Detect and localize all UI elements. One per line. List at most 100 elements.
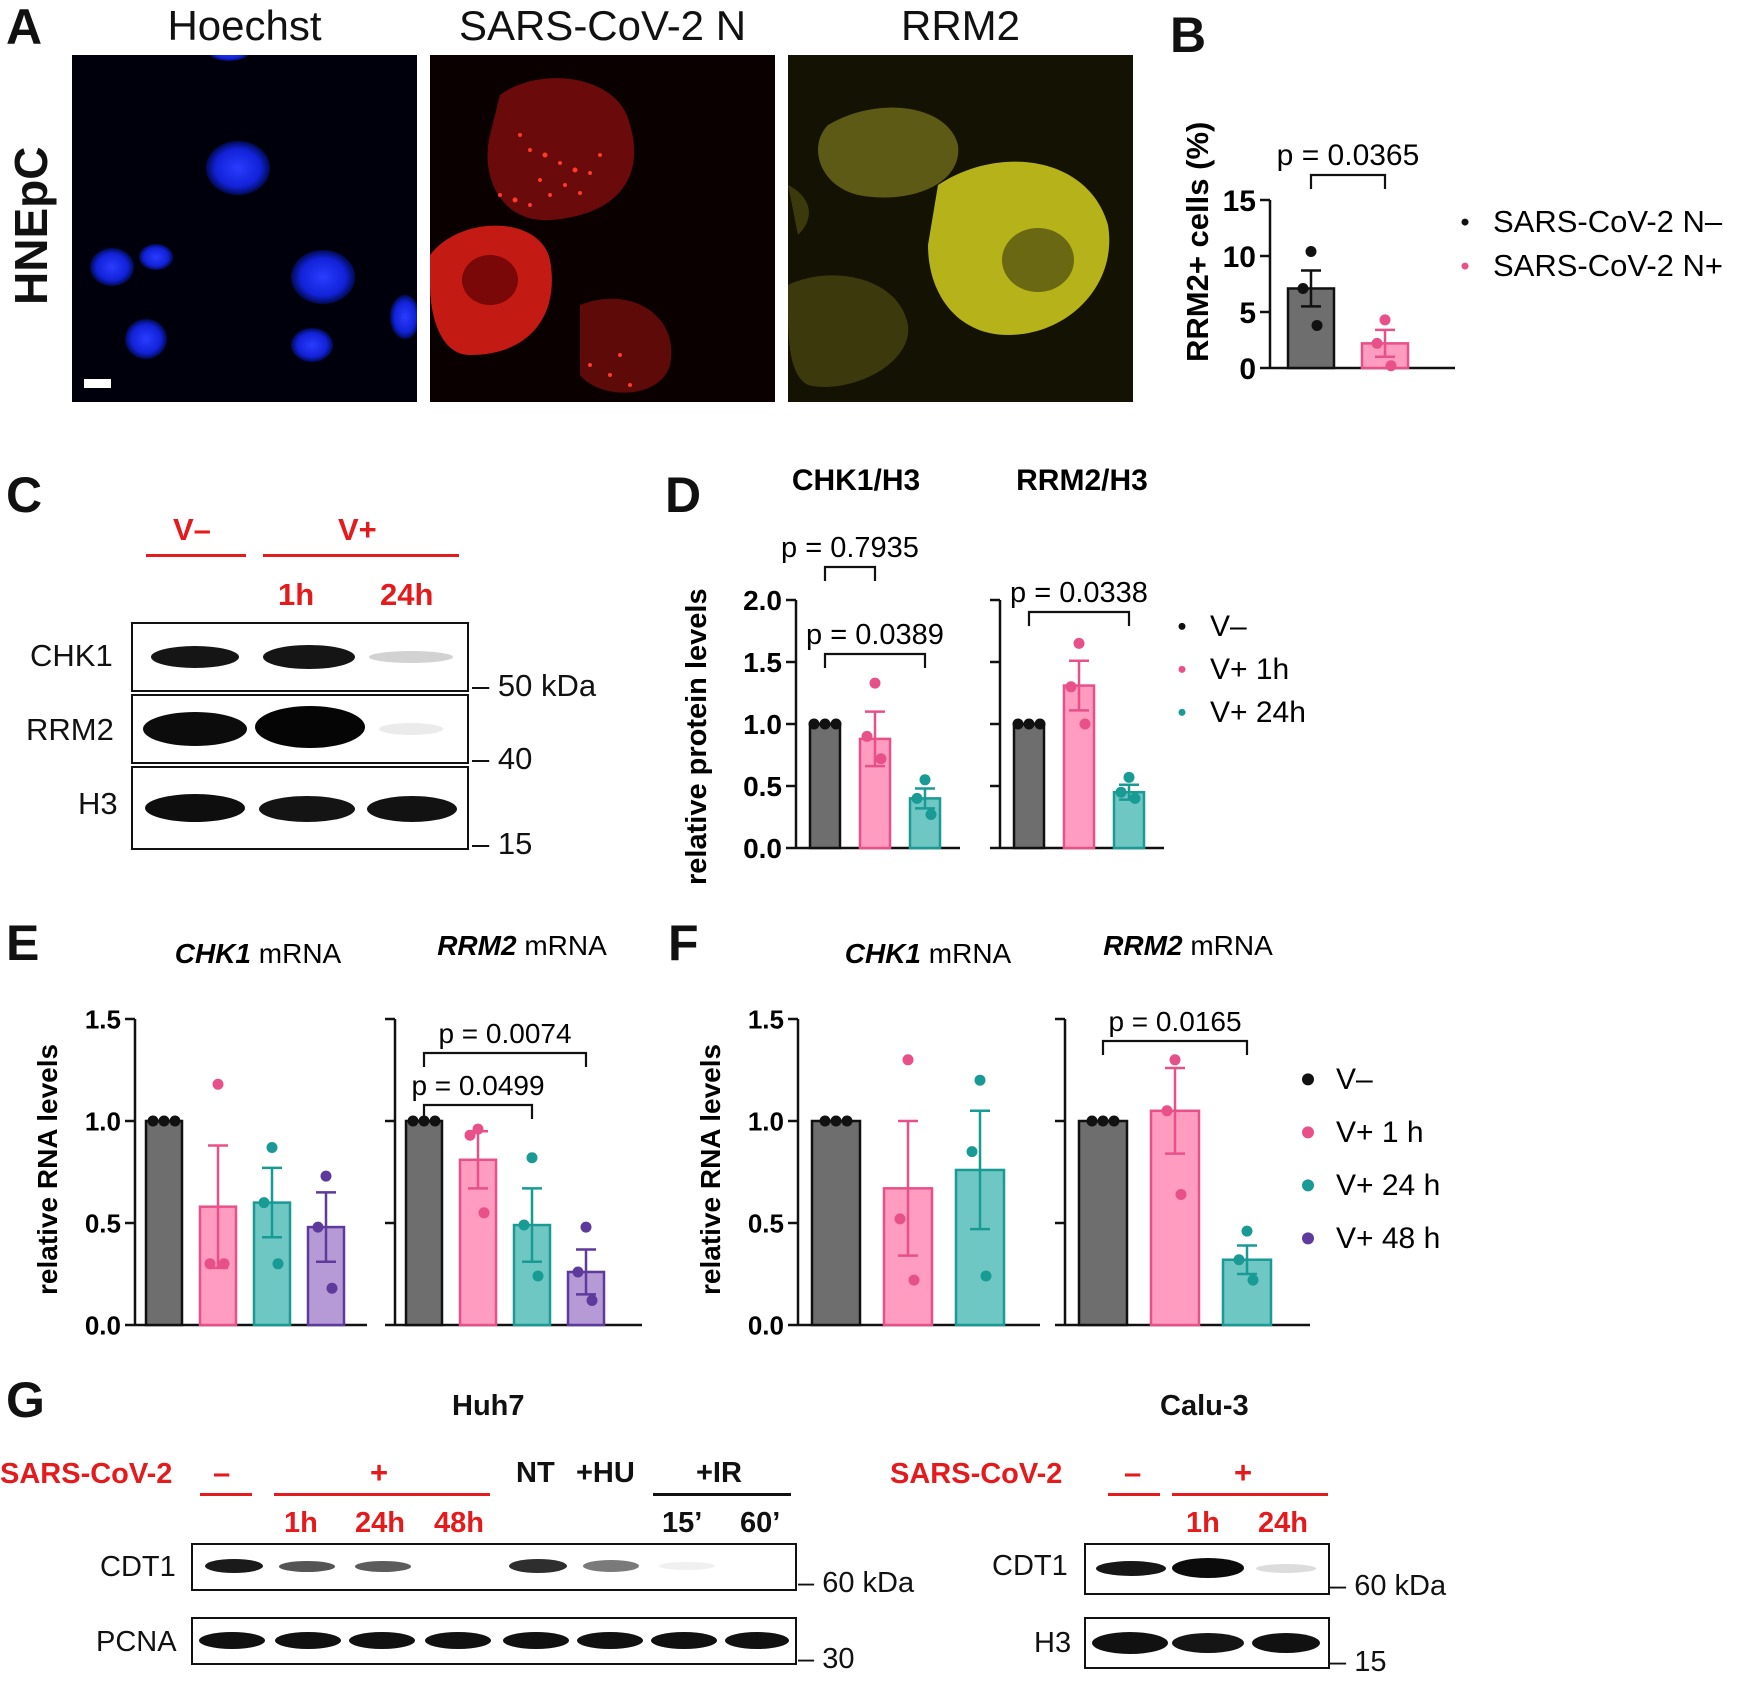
chart-d-0-point-1-2 [875, 753, 887, 765]
chart-b-ytick-label-1: 5 [1239, 297, 1256, 330]
chart-f-0-ytick-label-3: 1.5 [748, 1004, 784, 1034]
chart-e-0-point-0-1 [158, 1115, 170, 1127]
chart-b: RRM2+ cells (%) 0 5 10 15 p = 0.0365 SARS-CoV… [1180, 122, 1723, 386]
chart-d-0-point-2-1 [911, 792, 923, 804]
chart-b-point-0-1 [1297, 282, 1309, 294]
marker-40: – 40 [472, 741, 533, 776]
chart-b-ytick-label-2: 10 [1223, 241, 1256, 274]
chart-d-0b-bracket-0 [823, 652, 927, 668]
chart-d-1-point-1-2 [1079, 718, 1091, 730]
chart-d-0-point-0-1 [819, 718, 831, 730]
chart-f-legend-marker-3 [1302, 1232, 1314, 1245]
chart-d-1-point-0-2 [1034, 718, 1046, 730]
chart-e-1-bar-0 [404, 1119, 444, 1327]
calu3-minus-line [1108, 1493, 1160, 1496]
chart-d-0a-bracket-0 [823, 565, 877, 581]
chart-e-0-ytick-label-0: 0.0 [85, 1310, 121, 1340]
chart-f-1-point-1-2 [1175, 1188, 1187, 1200]
huh7-control-nt: NT [516, 1457, 555, 1489]
chart-f-1-point-1-0 [1169, 1054, 1181, 1066]
chart-e-1a-bracket-0 [422, 1103, 534, 1119]
group-v-minus-line [146, 554, 246, 557]
chart-e-0-point-1-1 [204, 1258, 216, 1270]
cell-line-huh7: Huh7 [452, 1390, 525, 1422]
calu3-time-24h: 24h [1258, 1507, 1308, 1539]
chart-b-point-0-0 [1305, 246, 1317, 258]
calu3-label-cdt1: CDT1 [992, 1550, 1068, 1582]
group-v-plus-line [263, 554, 459, 557]
chart-f-legend-marker-2 [1302, 1179, 1314, 1192]
chart-f-legend-label-1: V+ 1 h [1336, 1116, 1424, 1149]
chart-f-0-point-2-2 [980, 1270, 992, 1282]
blot-huh7-cdt1 [191, 1543, 797, 1591]
panel-letter-c: C [6, 467, 43, 523]
chart-e-1b-pvalue-0: p = 0.0074 [438, 1018, 571, 1049]
chart-e-1-point-0-0 [407, 1115, 419, 1127]
blot-label-chk1: CHK1 [30, 638, 113, 673]
chart-d-1-bracket-0 [1027, 610, 1131, 626]
chart-b-point-1-1 [1371, 337, 1383, 349]
chart-e-0-point-2-0 [266, 1142, 278, 1154]
chart-e-0-point-3-2 [326, 1282, 338, 1294]
micrograph-sars-cov-2-n [430, 55, 775, 402]
chart-d-0-point-1-0 [869, 677, 881, 689]
chart-d-0-point-2-2 [925, 809, 937, 821]
chart-e-1-point-0-1 [418, 1115, 430, 1127]
huh7-minus: – [213, 1455, 231, 1490]
chart-e-1-point-2-0 [526, 1152, 538, 1164]
chart-f-1-pvalue-0: p = 0.0165 [1108, 1006, 1241, 1037]
chart-d: relative protein levels CHK1/H3 RRM2/H3 0.… [681, 464, 1306, 885]
huh7-control-ir: +IR [696, 1457, 742, 1489]
chart-d-1-pvalue-0: p = 0.0338 [1010, 577, 1148, 609]
blot-h3 [131, 766, 469, 850]
row-label-hnepc: HNEpC [5, 146, 57, 305]
chart-e: relative RNA levels CHK1 mRNA RRM2 mRNA 0.… [32, 930, 642, 1340]
chart-f-0-point-1-1 [894, 1213, 906, 1225]
chart-d-0-point-0-2 [830, 718, 842, 730]
panel-letter-d: D [665, 467, 702, 523]
chart-e-ylabel: relative RNA levels [32, 1044, 63, 1295]
chart-e-1-point-0-2 [429, 1115, 441, 1127]
panel-letter-g: G [6, 1372, 45, 1428]
marker-15: – 15 [472, 826, 533, 861]
cell-line-calu3: Calu-3 [1160, 1390, 1249, 1422]
chart-d-0-point-0-0 [808, 718, 820, 730]
huh7-plus: + [370, 1455, 389, 1490]
chart-d-legend-label-0: V– [1210, 610, 1247, 643]
huh7-marker-60: – 60 kDa [798, 1567, 915, 1599]
group-v-minus: V– [173, 512, 211, 547]
panel-letter-f: F [668, 915, 699, 971]
panel-letter-e: E [6, 915, 40, 971]
blot-calu3-cdt1 [1084, 1543, 1330, 1595]
chart-f-1-point-0-0 [1086, 1115, 1098, 1127]
chart-f-legend-label-3: V+ 48 h [1336, 1222, 1440, 1255]
blot-huh7-pcna [191, 1617, 797, 1665]
chart-b-legend-marker-1 [1461, 262, 1469, 270]
chart-f-1-point-2-2 [1247, 1274, 1259, 1286]
chart-b-bracket-0 [1309, 173, 1387, 189]
chart-e-title-0: CHK1 mRNA [175, 938, 342, 969]
chart-e-0-ytick-label-1: 0.5 [85, 1208, 121, 1238]
chart-d-title-1: RRM2/H3 [1016, 464, 1148, 497]
channel-title-hoechst: Hoechst [167, 2, 322, 49]
timepoint-1h: 1h [278, 577, 315, 612]
chart-d-0a-pvalue-0: p = 0.7935 [781, 532, 919, 564]
chart-d-legend-marker-2 [1178, 708, 1186, 716]
chart-b-ytick-label-3: 15 [1223, 185, 1256, 218]
chart-b-legend-marker-0 [1461, 218, 1469, 226]
chart-b-legend-label-0: SARS-CoV-2 N– [1493, 204, 1723, 239]
channel-title-n: SARS-CoV-2 N [458, 2, 747, 49]
chart-f-0-point-2-0 [974, 1074, 986, 1086]
chart-d-1-point-1-0 [1073, 637, 1085, 649]
chart-d-title-0: CHK1/H3 [792, 464, 920, 497]
chart-f-1-point-0-1 [1097, 1115, 1109, 1127]
blot-label-h3: H3 [78, 786, 118, 821]
panel-letter-a: A [6, 0, 43, 55]
chart-d-1-point-0-1 [1023, 718, 1035, 730]
chart-e-1-point-1-1 [464, 1129, 476, 1141]
huh7-ir-line [653, 1493, 791, 1496]
chart-e-title-1: RRM2 mRNA [437, 930, 607, 961]
chart-f-legend-label-2: V+ 24 h [1336, 1169, 1440, 1202]
chart-f-0-point-0-1 [830, 1115, 842, 1127]
